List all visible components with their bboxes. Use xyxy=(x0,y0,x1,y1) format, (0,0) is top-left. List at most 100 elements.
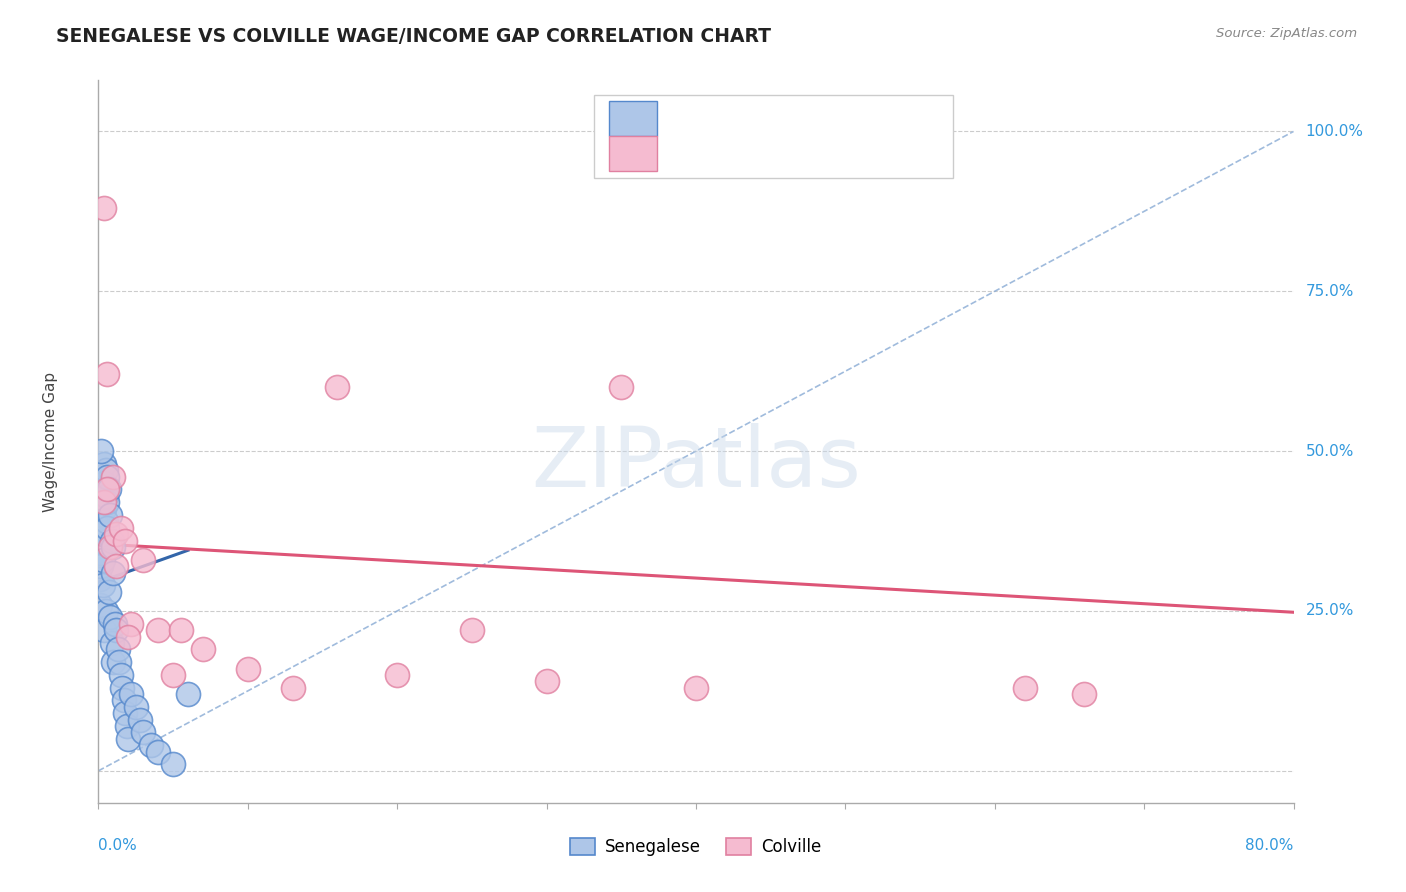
Point xyxy=(90,444,112,458)
Point xyxy=(139,738,162,752)
Point xyxy=(685,681,707,695)
Point xyxy=(90,489,112,503)
Point xyxy=(93,476,115,491)
Text: 50.0%: 50.0% xyxy=(1306,443,1354,458)
Point xyxy=(162,757,184,772)
Point xyxy=(101,636,124,650)
Point xyxy=(89,495,111,509)
Point xyxy=(93,501,115,516)
Point xyxy=(114,706,136,721)
Point xyxy=(97,483,120,497)
Text: -0.154: -0.154 xyxy=(707,145,763,161)
Point xyxy=(162,668,184,682)
Point xyxy=(96,469,118,483)
Point xyxy=(90,533,112,548)
Point xyxy=(96,521,118,535)
Point xyxy=(191,642,214,657)
Point xyxy=(120,687,142,701)
FancyBboxPatch shape xyxy=(595,95,953,178)
Legend: Senegalese, Colville: Senegalese, Colville xyxy=(564,831,828,863)
Point xyxy=(93,495,115,509)
Point xyxy=(610,380,633,394)
Point xyxy=(1073,687,1095,701)
Point xyxy=(281,681,304,695)
Point xyxy=(93,201,115,215)
Point xyxy=(177,687,200,701)
Point xyxy=(91,527,114,541)
Point xyxy=(111,681,134,695)
Point xyxy=(107,642,129,657)
Text: Wage/Income Gap: Wage/Income Gap xyxy=(44,371,58,512)
Point xyxy=(115,719,138,733)
Point xyxy=(148,623,170,637)
Point xyxy=(89,598,111,612)
Text: N =: N = xyxy=(779,112,814,126)
Point xyxy=(129,713,152,727)
Text: 0.0%: 0.0% xyxy=(98,838,138,853)
Point xyxy=(103,469,125,483)
Point xyxy=(103,655,125,669)
Point xyxy=(98,540,122,554)
Text: ZIPatlas: ZIPatlas xyxy=(531,423,860,504)
Point xyxy=(169,623,191,637)
Point xyxy=(326,380,349,394)
Point xyxy=(110,521,132,535)
Point xyxy=(112,693,135,707)
Point xyxy=(385,668,409,682)
Point xyxy=(96,483,118,497)
Point xyxy=(90,508,112,522)
Point xyxy=(236,661,259,675)
Point xyxy=(96,495,118,509)
Point xyxy=(108,655,131,669)
Text: 100.0%: 100.0% xyxy=(1306,124,1364,139)
Point xyxy=(91,483,114,497)
Point xyxy=(97,584,120,599)
Point xyxy=(91,501,114,516)
Text: SENEGALESE VS COLVILLE WAGE/INCOME GAP CORRELATION CHART: SENEGALESE VS COLVILLE WAGE/INCOME GAP C… xyxy=(56,27,772,45)
Point xyxy=(536,674,558,689)
Text: 25.0%: 25.0% xyxy=(1306,604,1354,618)
Point xyxy=(132,725,155,739)
Text: 75.0%: 75.0% xyxy=(1306,284,1354,299)
Text: R =: R = xyxy=(668,145,703,161)
Point xyxy=(89,521,111,535)
Point xyxy=(98,508,122,522)
Text: Source: ZipAtlas.com: Source: ZipAtlas.com xyxy=(1216,27,1357,40)
Point xyxy=(148,745,170,759)
Point xyxy=(94,515,117,529)
Point xyxy=(105,527,128,541)
Text: 80.0%: 80.0% xyxy=(1246,838,1294,853)
Point xyxy=(91,553,114,567)
Point xyxy=(103,540,125,554)
Point xyxy=(132,553,155,567)
Text: 54: 54 xyxy=(817,112,839,126)
Point xyxy=(89,572,111,586)
Point xyxy=(114,533,136,548)
Point xyxy=(1014,681,1036,695)
Point xyxy=(93,623,115,637)
Point xyxy=(98,610,122,624)
FancyBboxPatch shape xyxy=(609,101,657,136)
Point xyxy=(94,604,117,618)
Point xyxy=(103,566,125,580)
Text: N =: N = xyxy=(779,145,814,161)
Point xyxy=(90,559,112,574)
Point xyxy=(94,463,117,477)
Point xyxy=(117,731,139,746)
Point xyxy=(110,668,132,682)
Text: R =: R = xyxy=(668,112,703,126)
Point xyxy=(93,457,115,471)
Point xyxy=(461,623,484,637)
FancyBboxPatch shape xyxy=(609,136,657,170)
Text: 0.212: 0.212 xyxy=(707,112,758,126)
Point xyxy=(101,533,124,548)
Point xyxy=(96,368,118,382)
Point xyxy=(91,578,114,592)
Point xyxy=(89,546,111,560)
Point xyxy=(105,623,128,637)
Point xyxy=(105,559,128,574)
Point xyxy=(125,699,148,714)
Point xyxy=(117,630,139,644)
Point xyxy=(94,489,117,503)
Text: 27: 27 xyxy=(817,145,839,161)
